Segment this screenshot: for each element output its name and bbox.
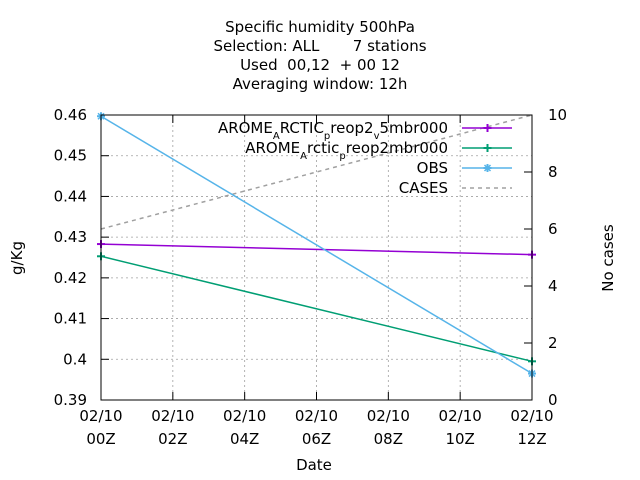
- y2-tick-label: 2: [548, 334, 558, 352]
- y-tick-label: 0.45: [54, 147, 87, 165]
- legend: AROMEARCTICpreop2v5mbr000AROMEArcticpreo…: [218, 119, 512, 197]
- legend-label: AROMEARCTICpreop2v5mbr000: [218, 119, 448, 142]
- x-tick-label: 02/10: [367, 407, 410, 425]
- x-tick-label: 02/10: [510, 407, 553, 425]
- x-tick-label: 00Z: [86, 430, 115, 448]
- x-tick-label: 02/10: [439, 407, 482, 425]
- x-tick-label: 06Z: [302, 430, 331, 448]
- x-axis: 02/10 00Z 02/10 02Z 02/10 04Z 02/10 06Z 02/10 08Z…: [79, 115, 554, 448]
- legend-label: OBS: [417, 159, 448, 177]
- y2-tick-label: 8: [548, 163, 558, 181]
- x-tick-label: 02/10: [151, 407, 194, 425]
- x-tick-label: 12Z: [517, 430, 546, 448]
- y-tick-label: 0.46: [54, 106, 87, 124]
- series-line: [100, 115, 533, 375]
- title-line: Specific humidity 500hPa: [225, 18, 415, 36]
- series-line: [100, 243, 533, 256]
- x-tick-label: 02/10: [295, 407, 338, 425]
- y-axis: 0.39 0.4 0.41 0.42 0.43 0.44 0.45 0.46: [54, 106, 109, 409]
- y2-tick-label: 4: [548, 277, 558, 295]
- x-tick-label: 02/10: [79, 407, 122, 425]
- grid: [101, 115, 532, 400]
- series-line: [100, 255, 533, 363]
- series-1: [97, 252, 536, 366]
- y-axis-label: g/Kg: [8, 241, 26, 275]
- y-tick-label: 0.43: [54, 228, 87, 246]
- x-tick-label: 10Z: [445, 430, 474, 448]
- x-axis-label: Date: [296, 456, 332, 474]
- y2-axis: 0 2 4 6 8 10: [524, 106, 567, 409]
- series-line: [100, 114, 533, 230]
- y2-tick-label: 0: [548, 391, 558, 409]
- legend-label: CASES: [399, 179, 448, 197]
- plot-frame: [100, 114, 533, 401]
- x-tick-label: 02Z: [158, 430, 187, 448]
- y-tick-label: 0.44: [54, 187, 87, 205]
- y-tick-label: 0.42: [54, 269, 87, 287]
- title-line: Used 00,12 + 00 12: [240, 56, 400, 74]
- title-line: Averaging window: 12h: [233, 75, 408, 93]
- marker-part: [483, 164, 492, 172]
- y-tick-label: 0.41: [54, 310, 87, 328]
- y-tick-label: 0.4: [63, 350, 87, 368]
- x-tick-label: 08Z: [374, 430, 403, 448]
- y2-tick-label: 10: [548, 106, 567, 124]
- y2-axis-label: No cases: [599, 224, 617, 292]
- x-tick-label: 04Z: [230, 430, 259, 448]
- title-line: Selection: ALL 7 stations: [213, 37, 426, 55]
- y2-tick-label: 6: [548, 220, 558, 238]
- legend-label: AROMEArcticpreop2mbr000: [245, 139, 448, 162]
- series-3: [100, 114, 533, 230]
- y-tick-label: 0.39: [54, 391, 87, 409]
- x-tick-label: 02/10: [223, 407, 266, 425]
